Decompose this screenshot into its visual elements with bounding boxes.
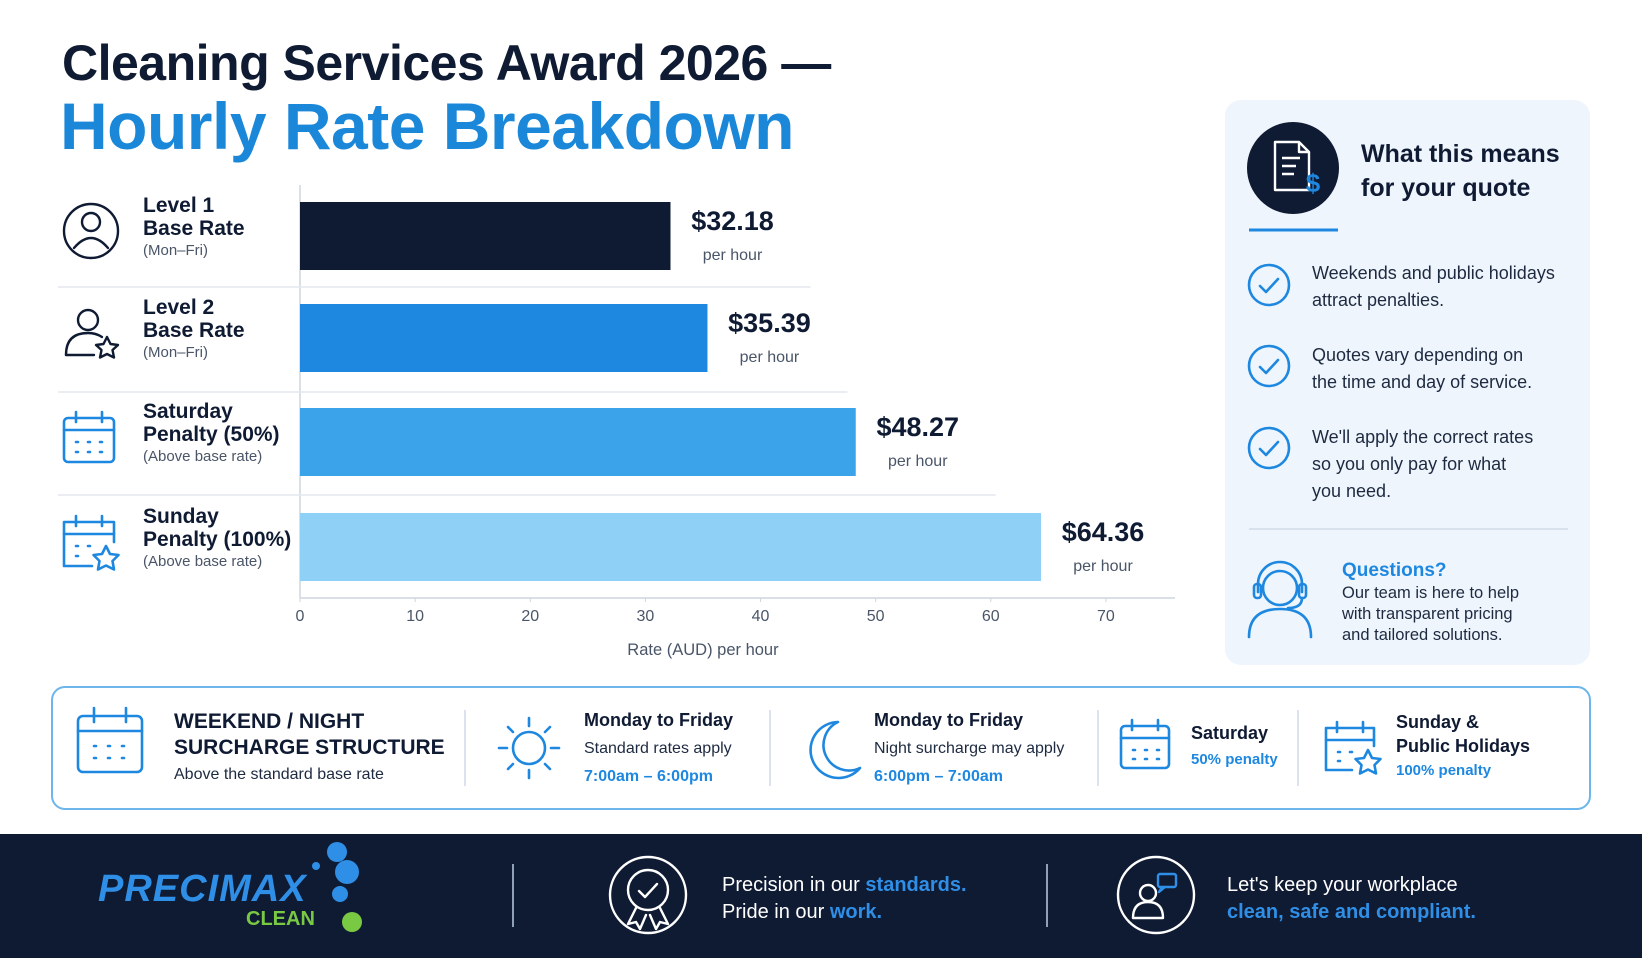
calendar-icon	[1119, 718, 1171, 770]
footer-graphics	[312, 842, 1196, 935]
surcharge-strip	[51, 686, 1591, 810]
panel-point: Weekends and public holidays attract pen…	[1312, 263, 1555, 310]
category-note: (Above base rate)	[143, 553, 263, 570]
item-title: Sunday & Public Holidays	[1396, 712, 1531, 756]
questions-title: Questions?	[1342, 560, 1447, 581]
title-line1: Cleaning Services Award 2026 —	[62, 35, 831, 91]
x-tick-label: 0	[296, 608, 305, 625]
headset-icon	[1247, 560, 1313, 639]
category-label: Level 2 Base Rate	[143, 296, 245, 342]
x-tick-label: 10	[406, 608, 424, 625]
value-unit: per hour	[740, 349, 800, 366]
category-note: (Above base rate)	[143, 448, 263, 465]
item-note: 6:00pm – 7:00am	[874, 768, 1003, 785]
sun-icon	[497, 716, 561, 780]
value-label: $48.27	[876, 412, 959, 442]
tagline-text: Precision in our	[722, 874, 866, 896]
category-label: Sunday Penalty (100%)	[143, 505, 292, 551]
x-tick-label: 20	[521, 608, 539, 625]
title-line2: Hourly Rate Breakdown	[60, 89, 795, 163]
x-tick-label: 70	[1097, 608, 1115, 625]
bar	[300, 304, 708, 372]
value-unit: per hour	[888, 453, 948, 470]
category-label: Level 1 Base Rate	[143, 194, 245, 240]
item-text: Night surcharge may apply	[874, 740, 1065, 757]
tagline: Let's keep your workplace clean, safe an…	[1227, 872, 1476, 926]
value-label: $35.39	[728, 308, 811, 338]
panel-point: We'll apply the correct rates so you onl…	[1312, 427, 1534, 501]
x-tick-label: 60	[982, 608, 1000, 625]
item-title: Monday to Friday	[874, 710, 1024, 730]
bar	[300, 513, 1041, 581]
calendar-icon	[76, 706, 144, 774]
item-note: 100% penalty	[1396, 762, 1492, 779]
tagline-text: Let's keep your workplace	[1227, 874, 1458, 896]
x-tick-label: 50	[867, 608, 885, 625]
icon-person	[62, 202, 120, 260]
bar	[300, 202, 671, 270]
quote-panel-icons: $	[1247, 122, 1568, 639]
check-icon	[1247, 344, 1291, 388]
item-title: Monday to Friday	[584, 710, 734, 730]
panel-title: What this means for your quote	[1361, 140, 1560, 202]
brand: PRECIMAX	[98, 868, 307, 910]
calendar-star-icon	[1324, 720, 1382, 775]
divider	[464, 710, 1299, 786]
item-title: Saturday	[1191, 723, 1269, 743]
surcharge-icons	[76, 706, 1382, 786]
tagline-highlight: standards.	[865, 874, 967, 896]
surcharge-title: WEEKEND / NIGHT SURCHARGE STRUCTURE	[174, 710, 445, 759]
moon-icon	[809, 720, 862, 780]
bar-chart: 0 10 20 30 40 50 60 70 Rate (AUD) per hour $32.18…	[58, 185, 1175, 659]
tagline: Precision in our standards. Pride in our…	[722, 872, 967, 926]
logo-bubbles	[312, 842, 359, 902]
icon-person-star	[64, 308, 120, 359]
value-label: $32.18	[691, 206, 774, 236]
panel-point: Quotes vary depending on the time and da…	[1312, 345, 1533, 392]
bar	[300, 408, 856, 476]
value-label: $64.36	[1062, 517, 1145, 547]
quote-icon-dollar: $	[1306, 168, 1321, 198]
value-unit: per hour	[703, 247, 763, 264]
check-icon	[1247, 426, 1291, 470]
surcharge-subtitle: Above the standard base rate	[174, 766, 384, 783]
category-note: (Mon–Fri)	[143, 344, 209, 361]
contact-icon	[1116, 855, 1196, 935]
logo-leaf	[342, 912, 362, 932]
x-tick-label: 30	[636, 608, 654, 625]
icon-calendar	[62, 410, 116, 464]
tagline-highlight: work.	[829, 901, 883, 923]
category-note: (Mon–Fri)	[143, 242, 209, 259]
check-icon	[1247, 263, 1291, 307]
badge-icon	[608, 855, 688, 935]
questions-text: Our team is here to help with transparen…	[1342, 584, 1520, 644]
item-note: 50% penalty	[1191, 751, 1278, 768]
brand-sub: CLEAN	[246, 908, 315, 930]
x-tick-label: 40	[752, 608, 770, 625]
tagline-text: Pride in our	[722, 901, 830, 923]
icon-calendar-star	[62, 514, 120, 571]
footer	[0, 834, 1642, 958]
quote-icon	[1273, 140, 1311, 192]
category-label: Saturday Penalty (50%)	[143, 400, 280, 446]
value-unit: per hour	[1073, 558, 1133, 575]
quote-icon-bg	[1247, 122, 1339, 214]
tagline-highlight: clean, safe and compliant.	[1227, 901, 1476, 923]
x-axis-label: Rate (AUD) per hour	[627, 641, 779, 659]
item-text: Standard rates apply	[584, 740, 732, 757]
item-note: 7:00am – 6:00pm	[584, 768, 713, 785]
